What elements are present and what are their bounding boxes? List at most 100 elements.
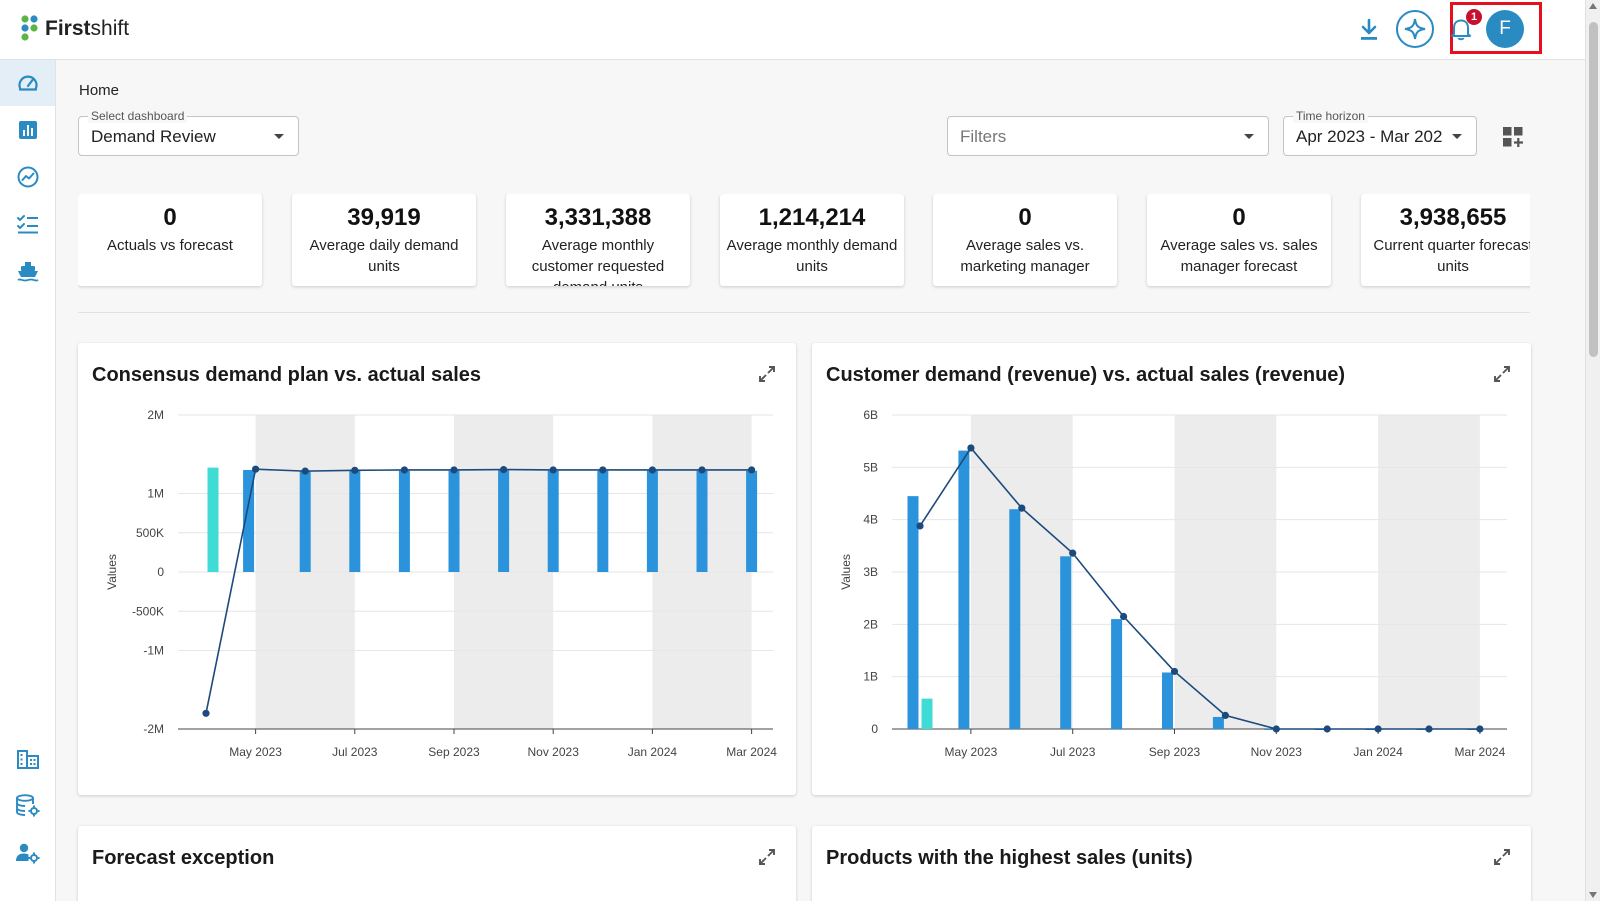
- trend-point: [400, 466, 408, 474]
- x-tick-label: Jul 2023: [332, 745, 378, 759]
- add-widget-button[interactable]: [1502, 126, 1524, 148]
- logo-mark-icon: [21, 15, 38, 41]
- kpi-card[interactable]: 3,938,655 Current quarter forecast units: [1361, 194, 1530, 286]
- kpi-card[interactable]: 0 Average sales vs. sales manager foreca…: [1147, 194, 1331, 286]
- notifications-button[interactable]: 1: [1448, 9, 1482, 43]
- bar-consensus-demand-plan: [498, 470, 510, 572]
- kpi-label: Average monthly customer requested deman…: [531, 237, 665, 286]
- x-tick-label: Nov 2023: [1251, 745, 1303, 759]
- sidebar-item-organization[interactable]: [0, 736, 55, 782]
- bar-consensus-demand-plan: [597, 470, 609, 572]
- kpi-card[interactable]: 39,919 Average daily demand units: [292, 194, 476, 286]
- expand-icon: [759, 849, 775, 865]
- y-tick-label: 500K: [136, 526, 164, 540]
- bar-consensus-demand-plan: [646, 470, 658, 572]
- bar-consensus-demand-plan: [243, 469, 255, 572]
- scroll-up-arrow-icon[interactable]: [1589, 3, 1597, 9]
- trend-point: [916, 522, 924, 530]
- app-logo[interactable]: Firstshift: [20, 14, 129, 44]
- kpi-value: 0: [163, 204, 177, 231]
- kpi-label: Average daily demand units: [309, 237, 459, 275]
- time-horizon-dropdown[interactable]: Time horizon Apr 2023 - Mar 202: [1283, 109, 1477, 156]
- main-content: Home Select dashboard Demand Review Filt…: [56, 60, 1585, 901]
- bar-consensus-demand-plan: [299, 471, 311, 572]
- kpi-label: Current quarter forecast units: [1373, 237, 1530, 275]
- bar-customer-demand: [907, 496, 919, 729]
- bar-customer-demand: [1060, 556, 1072, 729]
- x-tick-label: Jan 2024: [628, 745, 678, 759]
- sidebar-item-supply[interactable]: [0, 248, 55, 294]
- kpi-card[interactable]: 1,214,214 Average monthly demand units: [720, 194, 904, 286]
- expand-button[interactable]: [1493, 848, 1511, 871]
- sidebar-item-dashboard[interactable]: [0, 60, 55, 106]
- chart-card-consensus: Consensus demand plan vs. actual sales -…: [78, 343, 796, 795]
- expand-button[interactable]: [758, 848, 776, 871]
- ai-assistant-button[interactable]: [1396, 10, 1434, 48]
- bar-chart-icon: [18, 121, 37, 139]
- y-tick-label: 1B: [863, 670, 878, 684]
- card-title: Consensus demand plan vs. actual sales: [92, 364, 482, 386]
- filters-dropdown[interactable]: Filters: [947, 116, 1269, 156]
- expand-button[interactable]: [758, 365, 776, 388]
- sidebar-item-forecast[interactable]: [0, 154, 55, 200]
- bar-customer-demand: [1111, 619, 1123, 729]
- trend-point: [1170, 667, 1179, 676]
- bar-consensus-demand-plan: [696, 470, 708, 572]
- bar-customer-demand: [1212, 716, 1224, 729]
- user-avatar[interactable]: F: [1486, 10, 1524, 48]
- trend-point: [450, 466, 458, 474]
- y-tick-label: -2M: [143, 722, 164, 736]
- kpi-value: 0: [1232, 204, 1246, 231]
- sidebar-item-user-settings[interactable]: [0, 830, 55, 876]
- time-horizon-label: Time horizon: [1293, 109, 1368, 123]
- trend-point: [967, 444, 975, 452]
- trend-point: [1323, 725, 1331, 733]
- bar-consensus-demand-plan: [398, 470, 410, 572]
- download-button[interactable]: [1355, 16, 1383, 44]
- chevron-down-icon: [274, 134, 284, 139]
- y-tick-label: -1M: [143, 644, 164, 658]
- y-tick-label: 1M: [147, 487, 164, 501]
- card-title: Products with the highest sales (units): [826, 847, 1193, 869]
- sidebar: [0, 60, 56, 901]
- kpi-value: 1,214,214: [758, 204, 866, 231]
- trend-point: [500, 465, 508, 474]
- speedometer-icon: [17, 75, 38, 91]
- trend-point: [1425, 725, 1433, 733]
- x-tick-label: Jul 2023: [1050, 745, 1096, 759]
- kpi-card[interactable]: 0 Average sales vs. marketing manager: [933, 194, 1117, 286]
- scroll-thumb[interactable]: [1589, 22, 1598, 357]
- trend-point: [549, 466, 557, 474]
- top-bar: Firstshift 1 F: [0, 0, 1585, 60]
- customer-demand-chart: 0 1B 2B 3B 4B 5B 6B Values May 2023 Jul 2023 Sep 2…: [839, 408, 1507, 759]
- kpi-card[interactable]: 0 Actuals vs forecast: [78, 194, 262, 286]
- trend-point: [1120, 612, 1128, 621]
- x-tick-label: Sep 2023: [428, 745, 480, 759]
- y-axis-title: Values: [105, 554, 119, 590]
- breadcrumb[interactable]: Home: [79, 82, 120, 99]
- trend-point: [748, 466, 756, 474]
- kpi-card[interactable]: 3,331,388 Average monthly customer reque…: [506, 194, 690, 286]
- sidebar-item-tasks[interactable]: [0, 201, 55, 247]
- sidebar-item-reports[interactable]: [0, 107, 55, 153]
- download-icon: [1361, 18, 1377, 40]
- card-title: Customer demand (revenue) vs. actual sal…: [826, 364, 1346, 386]
- x-tick-label: Jan 2024: [1353, 745, 1403, 759]
- chevron-down-icon: [1452, 134, 1462, 139]
- bar-customer-demand: [1263, 729, 1275, 730]
- y-tick-label: 3B: [863, 565, 878, 579]
- y-axis-title: Values: [839, 554, 853, 590]
- brand-name-light: shift: [90, 17, 130, 40]
- x-tick-label: Sep 2023: [1149, 745, 1201, 759]
- trend-point: [202, 709, 210, 717]
- sidebar-item-data-settings[interactable]: [0, 783, 55, 829]
- scroll-down-arrow-icon[interactable]: [1589, 892, 1597, 898]
- select-dashboard-dropdown[interactable]: Select dashboard Demand Review: [78, 109, 299, 156]
- expand-button[interactable]: [1493, 365, 1511, 388]
- section-divider: [78, 312, 1530, 313]
- page-scrollbar[interactable]: [1585, 0, 1600, 901]
- kpi-value: 3,331,388: [544, 204, 652, 231]
- y-tick-label: 0: [871, 722, 878, 736]
- y-tick-label: 0: [157, 565, 164, 579]
- building-icon: [16, 750, 39, 769]
